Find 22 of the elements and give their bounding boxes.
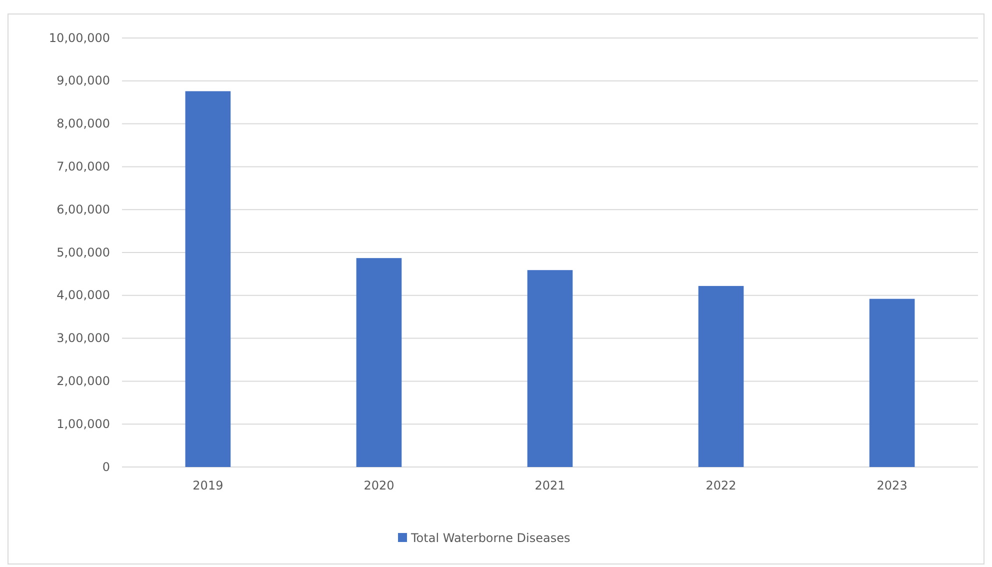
y-tick-label: 8,00,000 (56, 116, 110, 131)
y-tick-label: 2,00,000 (56, 374, 110, 388)
y-tick-label: 7,00,000 (56, 160, 110, 174)
x-tick-label: 2023 (876, 478, 908, 493)
bar (527, 270, 573, 467)
bar (185, 91, 231, 467)
bar (356, 258, 402, 467)
x-tick-label: 2020 (364, 478, 394, 493)
legend-label: Total Waterborne Diseases (410, 531, 570, 545)
x-tick-label: 2022 (706, 478, 736, 493)
y-tick-label: 9,00,000 (56, 74, 110, 88)
y-tick-label: 3,00,000 (56, 331, 110, 346)
y-tick-label: 0 (102, 460, 110, 474)
y-tick-label: 1,00,000 (56, 416, 110, 431)
x-tick-label: 2021 (534, 478, 566, 493)
bar (869, 298, 915, 467)
y-tick-label: 4,00,000 (56, 288, 110, 302)
x-tick-label: 2019 (192, 478, 224, 493)
y-tick-label: 5,00,000 (56, 245, 110, 260)
bar (698, 286, 744, 467)
y-tick-label: 10,00,000 (48, 30, 110, 45)
y-tick-label: 6,00,000 (56, 202, 110, 216)
